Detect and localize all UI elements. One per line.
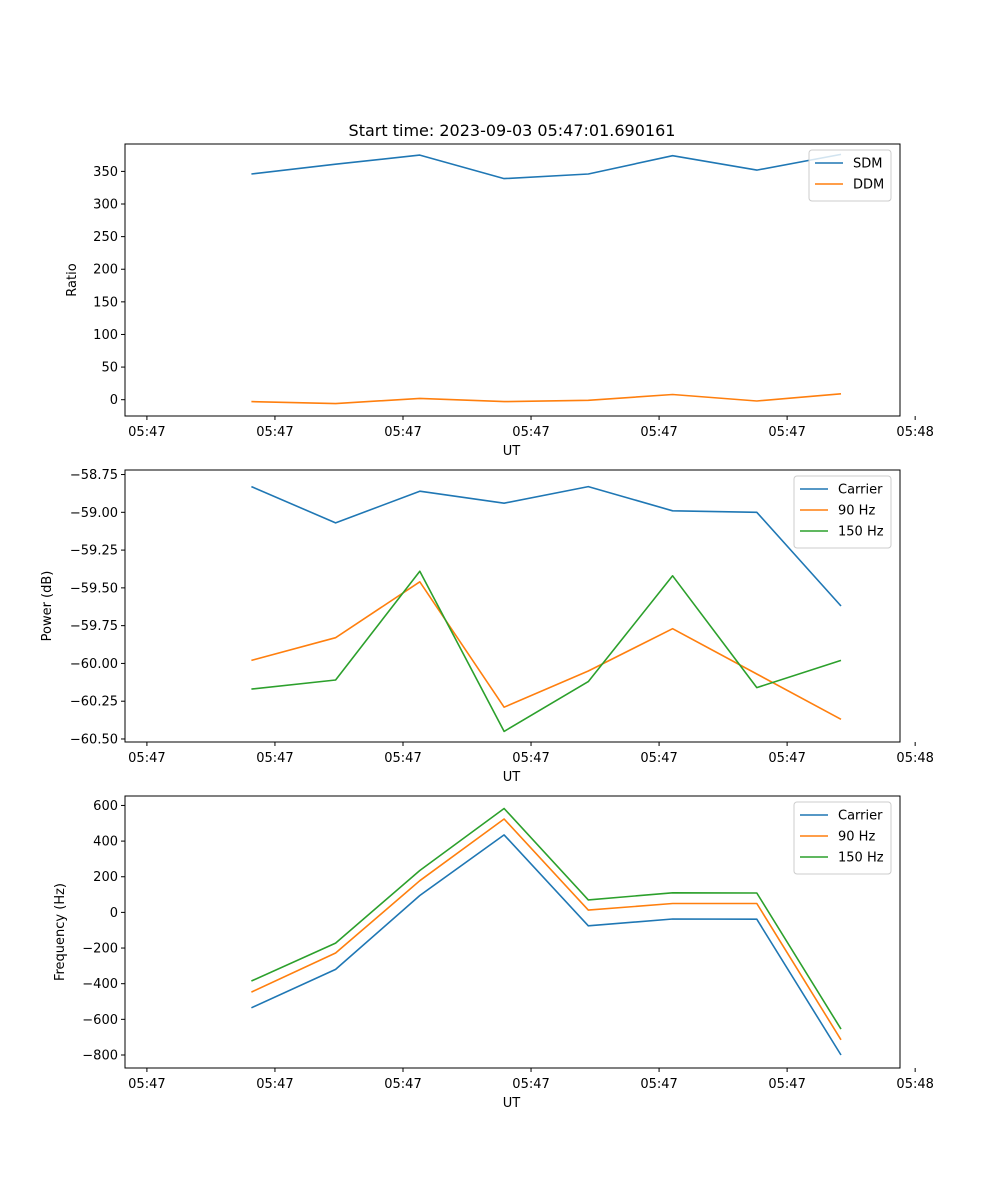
plot-frame [124, 143, 901, 417]
legend-box [793, 475, 892, 549]
x-axis-label: UT [503, 444, 521, 459]
y-tick-label: 350 [93, 165, 118, 180]
series-line-sdm [251, 153, 842, 180]
series-line-90-hz [251, 580, 842, 721]
legend-label: Carrier [838, 809, 883, 824]
y-tick-label: −400 [82, 977, 118, 992]
x-tick-label: 05:47 [128, 751, 165, 766]
x-tick-label: 05:47 [384, 425, 421, 440]
x-tick-label: 05:48 [896, 425, 933, 440]
x-tick-label: 05:47 [128, 425, 165, 440]
y-tick-label: 50 [101, 361, 118, 376]
subplots: 0 50 100 150 200 250 300 350 05:47 05:47 05:47 05:4… [40, 143, 934, 1111]
x-tick-label: 05:47 [256, 425, 293, 440]
x-tick-label: 05:47 [512, 425, 549, 440]
y-tick-label: −59.75 [70, 619, 118, 634]
x-tick-label: 05:47 [768, 425, 805, 440]
y-axis-label: Ratio [65, 263, 80, 296]
y-tick-label: 100 [93, 328, 118, 343]
y-axis-label: Power (dB) [40, 571, 55, 642]
series-line-150-hz [251, 807, 842, 1030]
x-tick-label: 05:47 [384, 751, 421, 766]
subplot-2: −60.50 −60.25 −60.00 −59.75 −59.50 −59.25 −59.… [40, 468, 934, 785]
legend-label: DDM [853, 178, 884, 193]
series-line-150-hz [251, 570, 842, 733]
y-tick-label: −60.25 [70, 695, 118, 710]
x-tick-label: 05:47 [640, 425, 677, 440]
x-tick-label: 05:47 [768, 751, 805, 766]
legend-label: 90 Hz [838, 830, 875, 845]
x-tick-label: 05:47 [256, 1077, 293, 1092]
y-tick-label: −60.50 [70, 732, 118, 747]
y-tick-label: 400 [93, 835, 118, 850]
y-tick-label: −59.25 [70, 544, 118, 559]
y-tick-label: −800 [82, 1048, 118, 1063]
plot-frame [124, 795, 901, 1069]
x-tick-label: 05:48 [896, 751, 933, 766]
x-tick-label: 05:47 [512, 751, 549, 766]
subplot-3: −800 −600 −400 −200 0 200 400 600 05:47 05:47 05:4… [53, 795, 934, 1111]
x-tick-label: 05:47 [128, 1077, 165, 1092]
y-tick-label: 600 [93, 799, 118, 814]
y-tick-label: −60.00 [70, 657, 118, 672]
y-tick-label: 200 [93, 263, 118, 278]
y-tick-label: 300 [93, 198, 118, 213]
legend-label: Carrier [838, 483, 883, 498]
y-tick-label: 0 [110, 906, 118, 921]
legend: Carrier 90 Hz 150 Hz [793, 801, 892, 875]
legend: SDM DDM [808, 149, 892, 202]
legend: Carrier 90 Hz 150 Hz [793, 475, 892, 549]
y-tick-label: 250 [93, 230, 118, 245]
x-tick-label: 05:47 [512, 1077, 549, 1092]
x-axis-label: UT [503, 1096, 521, 1111]
series-line-90-hz [251, 818, 842, 1041]
x-tick-label: 05:48 [896, 1077, 933, 1092]
y-tick-label: −600 [82, 1013, 118, 1028]
y-tick-label: 150 [93, 295, 118, 310]
legend-label: 90 Hz [838, 504, 875, 519]
series-line-carrier [251, 485, 842, 607]
x-tick-label: 05:47 [384, 1077, 421, 1092]
subplot-1: 0 50 100 150 200 250 300 350 05:47 05:47 05:47 05:4… [65, 143, 934, 459]
x-tick-label: 05:47 [768, 1077, 805, 1092]
chart-title: Start time: 2023-09-03 05:47:01.690161 [349, 121, 676, 140]
legend-label: 150 Hz [838, 851, 884, 866]
y-tick-label: 200 [93, 870, 118, 885]
y-tick-label: −58.75 [70, 468, 118, 483]
series-line-carrier [251, 834, 842, 1056]
y-tick-label: −59.50 [70, 581, 118, 596]
y-axis-label: Frequency (Hz) [53, 883, 68, 981]
x-axis-label: UT [503, 770, 521, 785]
legend-label: 150 Hz [838, 525, 884, 540]
y-tick-label: 0 [110, 393, 118, 408]
legend-box [793, 801, 892, 875]
x-tick-label: 05:47 [640, 1077, 677, 1092]
legend-label: SDM [853, 157, 882, 172]
series-line-ddm [251, 393, 842, 405]
x-tick-label: 05:47 [256, 751, 293, 766]
x-tick-label: 05:47 [640, 751, 677, 766]
y-tick-label: −59.00 [70, 506, 118, 521]
plot-frame [124, 469, 901, 743]
y-tick-label: −200 [82, 942, 118, 957]
